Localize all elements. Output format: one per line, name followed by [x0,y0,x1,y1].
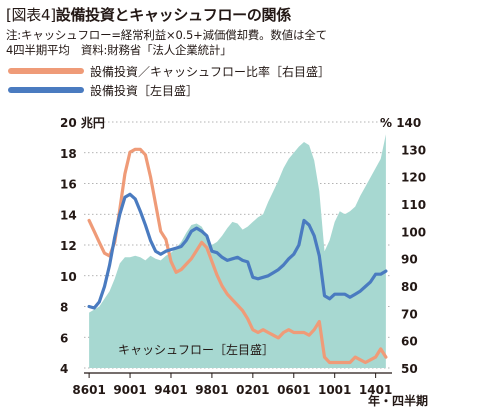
y-left-tick-2: 14 [60,208,77,222]
figure-title: 設備投資とキャッシュフローの関係 [55,6,292,24]
y-right-tick-4: 90 [401,253,418,267]
y-right-tick-5: 80 [401,280,418,294]
x-tick-label-0: 8601 [72,383,105,397]
y-left-tick-6: 6 [60,331,68,345]
y-right-unit-label: % 140 [380,116,421,130]
y-left-unit-label: 20 兆円 [60,115,105,130]
x-tick-label-2: 9401 [154,383,187,397]
legend-label-ratio: 設備投資／キャッシュフロー比率［右目盛］ [90,64,331,79]
chart-title: [図表4]設備投資とキャッシュフローの関係 [6,4,291,25]
y-right-tick-1: 120 [401,171,426,185]
y-right-tick-2: 110 [401,198,426,212]
y-left-tick-4: 10 [60,270,77,284]
y-right-tick-7: 60 [401,335,418,349]
y-right-tick-3: 100 [401,225,426,239]
x-tick-label-4: 0201 [236,383,269,397]
legend-swatch-capex [8,87,84,93]
x-axis-unit-label: 年・四半期 [368,393,428,408]
legend-item-ratio: 設備投資／キャッシュフロー比率［右目盛］ [8,63,330,79]
y-left-tick-3: 12 [60,239,77,253]
y-left-tick-1: 16 [60,178,77,192]
legend-item-capex: 設備投資［左目盛］ [8,82,198,98]
y-right-tick-8: 50 [401,362,418,376]
line-series-ratio [87,147,388,365]
y-right-tick-6: 70 [401,307,418,321]
x-tick-label-7: 1401 [359,383,392,397]
y-right-tick-0: 130 [401,143,426,157]
x-tick-label-3: 9801 [195,383,228,397]
note-line-2: 4四半期平均 資料:財務省「法人企業統計」 [6,43,232,57]
x-tick-label-6: 1001 [318,383,351,397]
area-series-cashflow [89,134,386,368]
x-tick-label-5: 0601 [277,383,310,397]
y-left-tick-0: 18 [60,147,77,161]
y-left-tick-5: 8 [60,301,68,315]
line-series-capex [87,192,388,310]
y-left-tick-7: 4 [60,362,68,376]
note-line-1: 注:キャッシュフロー=経常利益×0.5+減価償却費。数値は全て [6,28,327,42]
x-tick-label-1: 9001 [113,383,146,397]
area-annotation-label: キャッシュフロー［左目盛］ [118,342,274,357]
legend-label-capex: 設備投資［左目盛］ [90,83,199,98]
figure-tag: [図表4] [6,6,56,24]
legend-swatch-ratio [8,68,84,74]
